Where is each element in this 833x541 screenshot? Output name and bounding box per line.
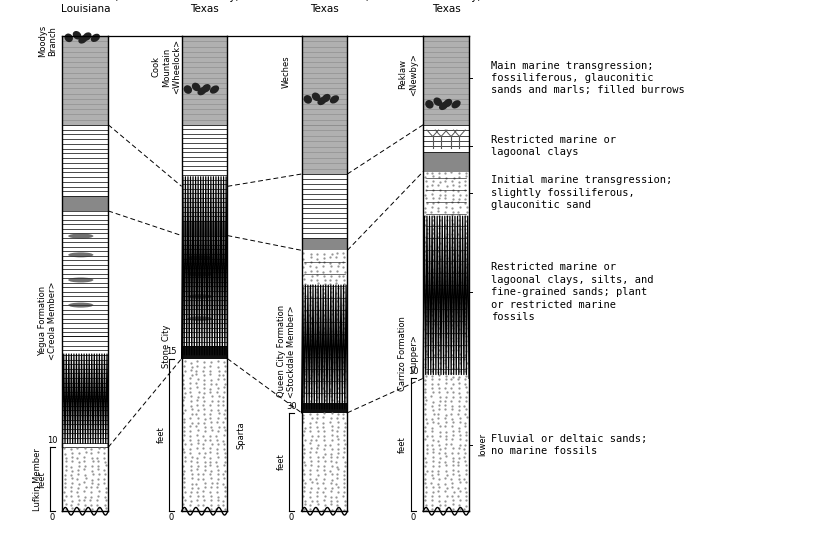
Bar [62,36,108,125]
Ellipse shape [187,255,212,260]
Text: Lufkin Member: Lufkin Member [33,448,42,511]
Text: 0: 0 [169,513,174,523]
Bar [302,174,347,238]
Bar [423,19,469,511]
Text: Leon County,: Leon County, [170,0,239,2]
Text: Initial marine transgression;
slightly fossiliferous,
glauconitic sand: Initial marine transgression; slightly f… [491,175,673,210]
Text: 30: 30 [287,401,297,411]
Text: Reklaw
<Newby>: Reklaw <Newby> [398,53,418,96]
Text: Grant Parish,: Grant Parish, [52,0,119,2]
Text: feet: feet [398,437,407,453]
Bar [62,211,108,337]
Ellipse shape [312,93,321,101]
Ellipse shape [187,316,212,321]
Text: Texas: Texas [310,4,339,14]
Ellipse shape [197,87,207,95]
Ellipse shape [322,94,331,102]
Ellipse shape [330,95,339,103]
Bar [302,413,347,511]
Ellipse shape [68,278,93,282]
Text: Fluvial or deltaic sands;
no marine fossils: Fluvial or deltaic sands; no marine foss… [491,433,648,456]
Bar [182,359,227,511]
Bar [182,125,227,221]
Text: feet: feet [277,454,286,470]
Text: Texas: Texas [190,4,219,14]
Ellipse shape [425,100,434,109]
Ellipse shape [303,95,312,104]
Bar [423,36,469,125]
Text: Weches: Weches [282,56,291,88]
Bar [423,378,469,511]
Bar [423,125,469,152]
Text: Cook
Mountain
<Wheelock>: Cook Mountain <Wheelock> [152,39,182,95]
Text: Main marine transgression;
fossiliferous, glauconitic
sands and marls; filled bu: Main marine transgression; fossiliferous… [491,61,686,95]
Ellipse shape [183,85,192,94]
Text: Moodys
Branch: Moodys Branch [37,25,57,57]
Bar [302,36,347,125]
Ellipse shape [68,252,93,258]
Text: 0: 0 [50,513,55,523]
Ellipse shape [78,35,87,44]
Ellipse shape [72,31,82,39]
Text: Stone City: Stone City [162,325,171,368]
Text: 0: 0 [411,513,416,523]
Bar [423,152,469,171]
Bar [302,19,347,511]
Bar [62,196,108,211]
Bar [182,235,227,346]
Ellipse shape [91,34,100,42]
Ellipse shape [202,84,211,93]
Ellipse shape [451,100,461,108]
Text: Texas: Texas [431,4,461,14]
Text: Rusk County,: Rusk County, [412,0,481,2]
Bar [62,125,108,196]
Ellipse shape [68,302,93,308]
Text: Yegua Formation
<Creola Member>: Yegua Formation <Creola Member> [37,281,57,360]
Ellipse shape [433,97,442,106]
Ellipse shape [187,294,212,299]
Text: feet: feet [37,471,47,487]
Text: Restricted marine or
lagoonal clays: Restricted marine or lagoonal clays [491,135,616,157]
Text: 10: 10 [408,367,418,376]
Bar [62,19,108,511]
Text: Carrizo Formation
<upper>: Carrizo Formation <upper> [398,316,418,391]
Ellipse shape [439,102,448,110]
Text: Louisiana: Louisiana [61,4,110,14]
Text: Sparta: Sparta [237,421,245,448]
Ellipse shape [68,234,93,239]
Bar [182,36,227,125]
Ellipse shape [317,97,327,105]
Ellipse shape [192,83,201,91]
Text: 10: 10 [47,436,57,445]
Bar [62,337,108,447]
Bar [302,125,347,174]
Bar [302,250,347,403]
Text: 15: 15 [167,347,177,357]
Bar [182,221,227,235]
Bar [302,403,347,413]
Text: 0: 0 [289,513,294,523]
Ellipse shape [64,34,73,42]
Text: Queen City Formation
<Stockdale Member>: Queen City Formation <Stockdale Member> [277,305,297,398]
Text: Restricted marine or
lagoonal clays, silts, and
fine-grained sands; plant
or res: Restricted marine or lagoonal clays, sil… [491,262,654,322]
Ellipse shape [82,32,92,41]
Bar [423,171,469,378]
Ellipse shape [187,272,212,276]
Bar [182,19,227,511]
Text: feet: feet [157,426,166,443]
Text: San Marcos Arch,: San Marcos Arch, [279,0,370,2]
Text: lower: lower [478,433,486,457]
Ellipse shape [210,85,219,94]
Bar [62,447,108,511]
Bar [302,238,347,250]
Ellipse shape [443,99,452,107]
Bar [182,346,227,359]
